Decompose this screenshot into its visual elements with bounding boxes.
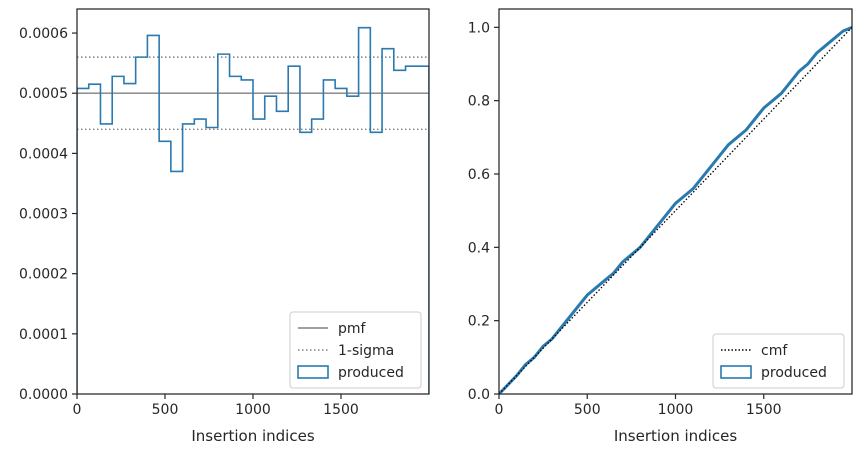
y-tick-label: 1.0: [468, 20, 490, 36]
x-tick-label: 0: [495, 402, 504, 418]
legend-label: produced: [338, 365, 404, 381]
x-tick-label: 0: [73, 402, 82, 418]
x-tick-label: 1000: [658, 402, 694, 418]
y-tick-label: 0.6: [468, 167, 490, 183]
legend: pmf 1-sigma produced: [289, 311, 422, 389]
left-panel-pmf-chart: 0 500 1000 1500 0.0000 0.0001 0.0002 0.0003 0.00…: [19, 8, 430, 445]
x-axis-label: Insertion indices: [614, 427, 737, 445]
y-tick-label: 0.0: [468, 387, 490, 403]
x-tick-label: 500: [152, 402, 179, 418]
legend-label: pmf: [338, 321, 367, 337]
y-tick-label: 0.0002: [19, 267, 68, 283]
plot-area: [77, 26, 429, 394]
legend-label: 1-sigma: [338, 343, 394, 359]
y-tick-label: 0.2: [468, 314, 490, 330]
legend-label: cmf: [761, 343, 788, 359]
produced-histogram-step: [77, 26, 429, 394]
y-tick-label: 0.0004: [19, 146, 68, 162]
x-tick-label: 1000: [235, 402, 271, 418]
x-tick-label: 1500: [746, 402, 782, 418]
plot-area: [499, 25, 852, 394]
produced-cumulative-line: [499, 25, 852, 394]
y-tick-label: 0.8: [468, 94, 490, 110]
cmf-line: [499, 26, 852, 394]
legend-produced-handle: [720, 365, 752, 379]
y-tick-label: 0.0006: [19, 26, 68, 42]
legend-produced-handle: [297, 365, 329, 379]
x-axis-label: Insertion indices: [191, 427, 314, 445]
legend-box: [712, 333, 845, 389]
x-tick-label: 500: [574, 402, 601, 418]
legend-label: produced: [761, 365, 827, 381]
right-panel-cmf-chart: 0 500 1000 1500 0.0 0.2 0.4 0.6 0.8 1.0 Insertion …: [468, 8, 853, 445]
y-tick-label: 0.0003: [19, 207, 68, 223]
legend: cmf produced: [712, 333, 845, 389]
y-tick-label: 0.4: [468, 240, 490, 256]
x-tick-label: 1500: [323, 402, 359, 418]
y-tick-label: 0.0000: [19, 387, 68, 403]
legend-box: [289, 311, 422, 389]
y-tick-label: 0.0001: [19, 327, 68, 343]
y-tick-label: 0.0005: [19, 86, 68, 102]
